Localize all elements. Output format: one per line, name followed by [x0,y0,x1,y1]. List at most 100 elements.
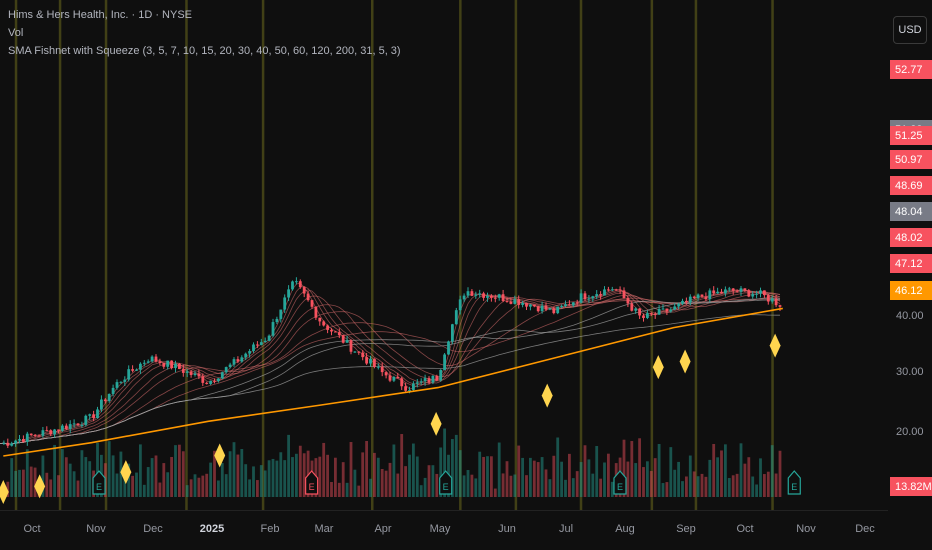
candle-body [57,429,60,431]
squeeze-diamond [214,443,226,468]
volume-bar [716,457,719,497]
volume-bar [622,439,626,497]
candle-body [365,357,368,364]
candle-body [287,289,290,298]
volume-bar [166,472,170,497]
legend-volume[interactable]: Vol [8,27,24,39]
candle-body [443,354,446,370]
candle-body [224,367,228,373]
candle-body [213,380,216,382]
currency-button[interactable]: USD [893,16,927,44]
candle-body [310,300,314,307]
candle-body [529,304,532,307]
volume-bar [88,461,92,497]
volume-bar [552,455,556,497]
volume-bar [575,471,579,497]
candle-body [166,360,170,367]
candle-body [193,373,197,375]
candle-body [131,369,134,371]
earnings-icon [439,470,453,495]
candle-body [486,295,489,298]
earnings-letter: E [617,482,623,492]
squeeze-band [694,0,698,510]
candle-body [10,443,14,446]
volume-bar [380,468,384,497]
price-tag: 48.04 [890,202,932,221]
volume-bars [2,428,782,497]
candle-body [174,363,177,369]
volume-bar [556,437,560,497]
candle-body [412,383,415,390]
candle-body [107,393,111,402]
volume-bar [205,473,209,497]
legend-symbol[interactable]: Hims & Hers Health, Inc. · 1D · NYSE [8,9,192,21]
volume-bar [509,475,513,497]
volume-bar [521,457,524,497]
candle-body [661,308,665,310]
earnings-icon [92,470,106,495]
volume-bar [451,439,454,497]
candle-body [158,361,162,363]
volume-bar [49,479,53,497]
candle-body [380,366,384,373]
volume-bar [271,458,275,497]
candle-body [115,382,119,388]
squeeze-diamond [541,383,553,408]
volume-bar [18,469,21,497]
volume-bar [724,444,727,497]
candle-body [353,351,357,353]
volume-bar [337,482,341,497]
volume-bar [513,474,517,497]
candle-body [649,313,653,315]
candle-body [349,340,353,352]
candle-body [361,352,365,358]
volume-bar [213,450,216,497]
candle-body [341,335,345,343]
candle-body [712,290,716,294]
candle-body [150,356,154,362]
x-tick-label: Oct [23,523,41,535]
volume-bar [630,441,634,497]
candle-body [244,353,248,358]
volume-bar [217,480,220,497]
time-axis[interactable] [0,510,888,550]
volume-bar [774,473,778,497]
candle-body [236,359,240,362]
candle-body [205,382,209,384]
sma-line [0,291,781,445]
candle-body [252,344,255,352]
candle-body [181,369,185,373]
price-axis[interactable] [888,0,932,550]
candle-body [575,302,579,304]
volume-bar [388,462,392,497]
volume-bar [685,476,688,497]
candle-body [419,381,423,383]
volume-bar [657,443,661,497]
sma-line [0,298,781,445]
price-tag: 48.02 [890,228,932,247]
volume-bar [287,434,290,497]
candle-body [326,325,329,330]
volume-bar [665,482,669,497]
candle-body [96,409,99,418]
volume-bar [57,475,60,497]
candle-body [29,433,33,436]
legend-indicator[interactable]: SMA Fishnet with Squeeze (3, 5, 7, 10, 1… [8,45,401,57]
volume-bar [474,478,478,497]
x-tick-label: Aug [615,523,635,535]
volume-bar [373,452,376,497]
volume-bar [525,475,528,497]
candle-body [240,357,244,362]
candle-body [72,423,76,425]
volume-bar [127,463,131,497]
candle-body [626,298,630,304]
candle-body [447,341,450,355]
volume-bar [201,475,205,497]
volume-bar [154,455,158,497]
volume-bar [53,444,56,497]
squeeze-bands [14,0,774,510]
candle-body [513,299,517,304]
candle-body [53,429,56,435]
